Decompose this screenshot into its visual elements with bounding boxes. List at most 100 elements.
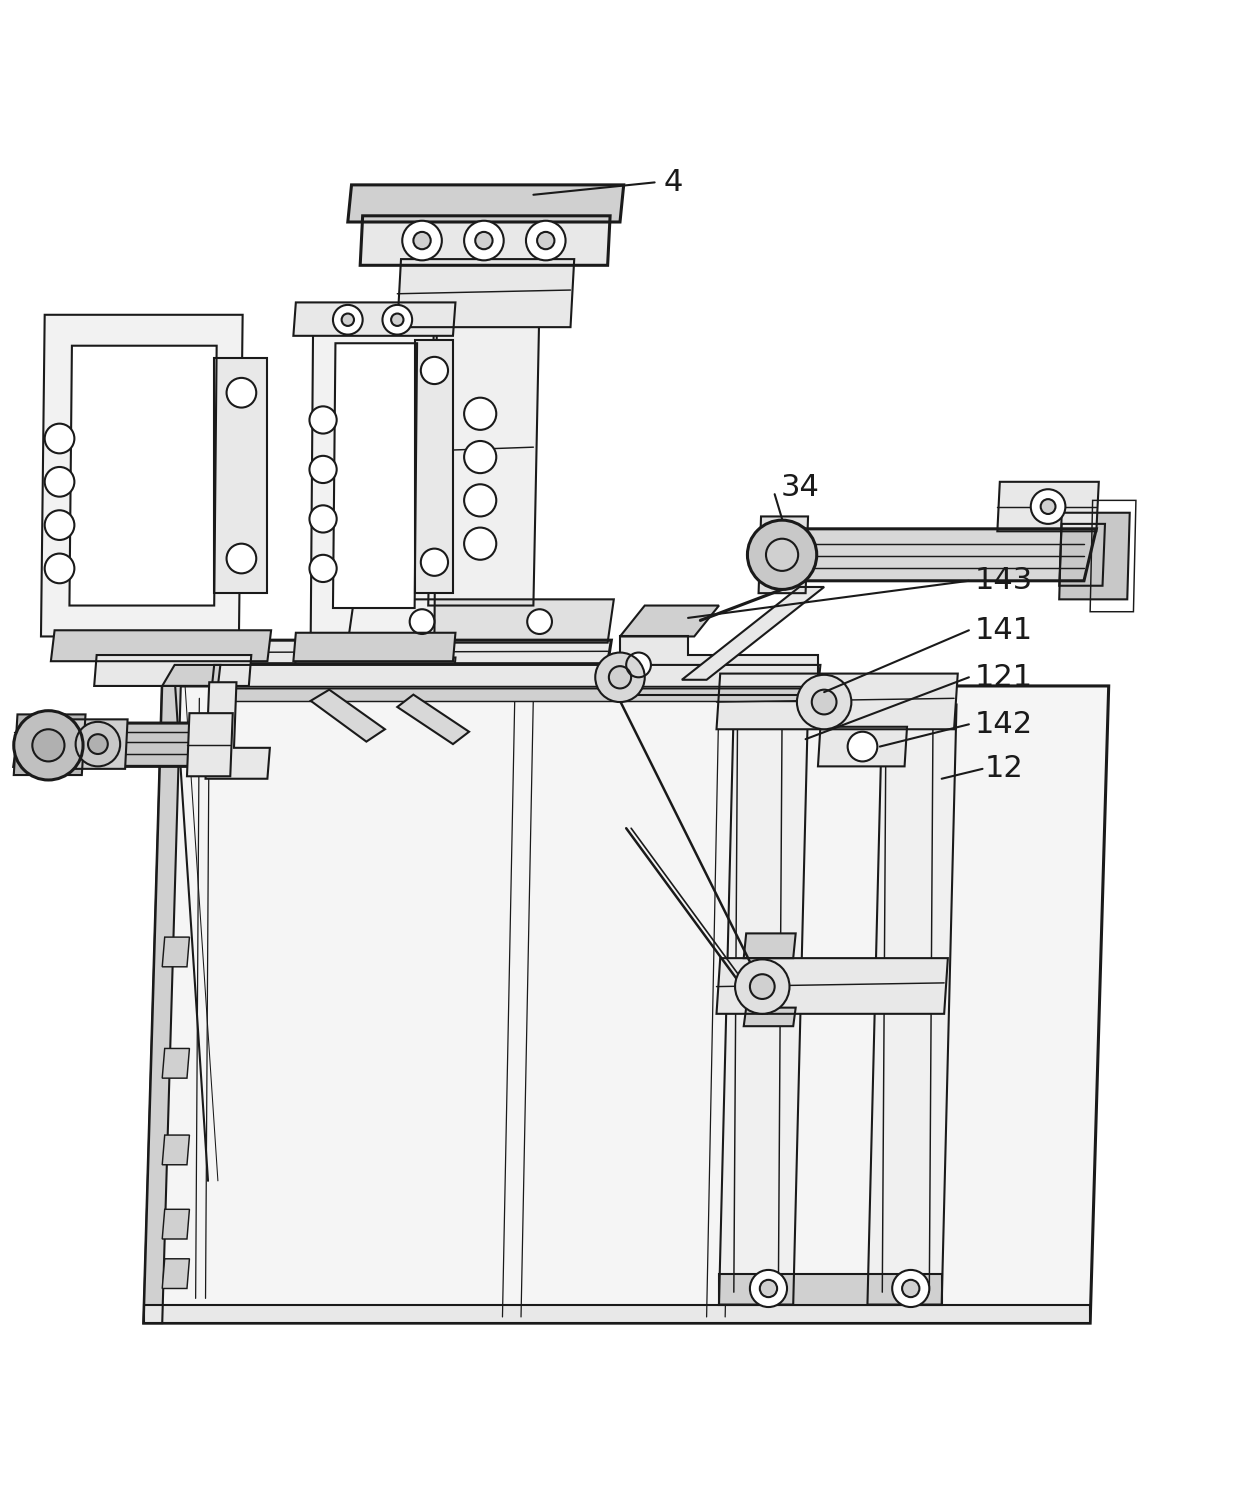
Polygon shape xyxy=(818,727,906,766)
Circle shape xyxy=(848,731,878,762)
Text: 142: 142 xyxy=(975,710,1033,739)
Circle shape xyxy=(901,1280,919,1297)
Circle shape xyxy=(812,689,837,715)
Polygon shape xyxy=(759,516,808,593)
Circle shape xyxy=(402,220,441,261)
Text: 143: 143 xyxy=(975,567,1033,596)
Circle shape xyxy=(526,220,565,261)
Circle shape xyxy=(735,959,790,1013)
Circle shape xyxy=(464,220,503,261)
Circle shape xyxy=(227,379,257,407)
Circle shape xyxy=(45,553,74,584)
Polygon shape xyxy=(717,958,947,1013)
Circle shape xyxy=(342,314,353,326)
Circle shape xyxy=(464,528,496,559)
Polygon shape xyxy=(428,296,539,606)
Polygon shape xyxy=(14,722,212,766)
Circle shape xyxy=(420,357,448,385)
Circle shape xyxy=(750,1270,787,1307)
Circle shape xyxy=(14,710,83,780)
Circle shape xyxy=(382,305,412,335)
Polygon shape xyxy=(212,665,821,689)
Polygon shape xyxy=(868,704,956,1304)
Circle shape xyxy=(334,305,362,335)
Polygon shape xyxy=(162,1048,190,1078)
Polygon shape xyxy=(744,933,796,958)
Polygon shape xyxy=(347,185,624,222)
Circle shape xyxy=(595,653,645,703)
Circle shape xyxy=(893,1270,929,1307)
Polygon shape xyxy=(187,713,233,777)
Circle shape xyxy=(227,544,257,573)
Polygon shape xyxy=(414,339,453,593)
Polygon shape xyxy=(162,1209,190,1240)
Text: 4: 4 xyxy=(663,167,683,198)
Polygon shape xyxy=(719,1274,941,1304)
Circle shape xyxy=(760,1280,777,1297)
Circle shape xyxy=(1030,489,1065,523)
Polygon shape xyxy=(334,344,417,608)
Polygon shape xyxy=(162,665,221,686)
Circle shape xyxy=(310,406,337,434)
Circle shape xyxy=(409,609,434,633)
Circle shape xyxy=(1040,499,1055,514)
Circle shape xyxy=(310,455,337,483)
Polygon shape xyxy=(294,633,455,661)
Polygon shape xyxy=(620,606,719,636)
Circle shape xyxy=(748,520,817,590)
Polygon shape xyxy=(162,1259,190,1288)
Polygon shape xyxy=(144,686,181,1323)
Polygon shape xyxy=(144,664,608,682)
Polygon shape xyxy=(14,715,86,775)
Polygon shape xyxy=(94,654,252,686)
Circle shape xyxy=(464,440,496,474)
Polygon shape xyxy=(311,315,436,636)
Circle shape xyxy=(609,667,631,689)
Polygon shape xyxy=(206,682,270,778)
Circle shape xyxy=(45,467,74,496)
Circle shape xyxy=(310,505,337,532)
Text: 121: 121 xyxy=(975,664,1033,692)
Polygon shape xyxy=(1059,523,1105,585)
Circle shape xyxy=(310,555,337,582)
Circle shape xyxy=(537,232,554,249)
Polygon shape xyxy=(311,689,384,742)
Circle shape xyxy=(766,538,799,572)
Polygon shape xyxy=(620,636,818,695)
Polygon shape xyxy=(1059,513,1130,599)
Circle shape xyxy=(797,674,852,730)
Circle shape xyxy=(750,974,775,998)
Polygon shape xyxy=(215,357,268,593)
Circle shape xyxy=(420,549,448,576)
Text: 12: 12 xyxy=(985,754,1024,783)
Circle shape xyxy=(413,232,430,249)
Polygon shape xyxy=(144,1304,1090,1323)
Circle shape xyxy=(475,232,492,249)
Polygon shape xyxy=(717,674,957,730)
Circle shape xyxy=(45,424,74,454)
Circle shape xyxy=(626,653,651,677)
Circle shape xyxy=(464,484,496,516)
Circle shape xyxy=(88,734,108,754)
Polygon shape xyxy=(347,599,614,642)
Polygon shape xyxy=(212,686,818,701)
Polygon shape xyxy=(144,686,1109,1323)
Polygon shape xyxy=(397,695,469,743)
Polygon shape xyxy=(682,587,825,680)
Polygon shape xyxy=(397,259,574,327)
Polygon shape xyxy=(69,345,217,606)
Polygon shape xyxy=(360,216,610,265)
Circle shape xyxy=(464,398,496,430)
Polygon shape xyxy=(763,529,1096,581)
Polygon shape xyxy=(744,1007,796,1025)
Polygon shape xyxy=(144,641,611,664)
Polygon shape xyxy=(719,704,808,1304)
Circle shape xyxy=(32,730,64,762)
Polygon shape xyxy=(162,1136,190,1164)
Polygon shape xyxy=(69,719,128,769)
Polygon shape xyxy=(294,303,455,336)
Circle shape xyxy=(45,510,74,540)
Polygon shape xyxy=(51,630,272,661)
Polygon shape xyxy=(294,657,455,686)
Polygon shape xyxy=(997,483,1099,531)
